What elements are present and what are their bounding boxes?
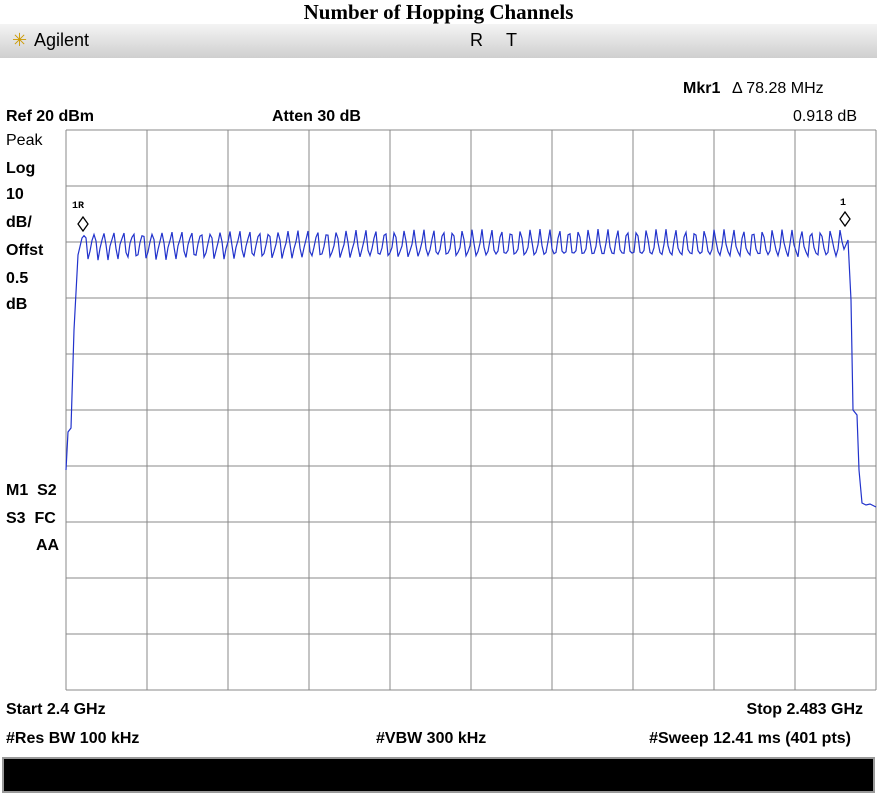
trace [65, 229, 877, 508]
status: R [470, 30, 483, 50]
marker-delta: Δ 78.28 MHz [732, 80, 824, 97]
status: T [506, 30, 517, 50]
side-label: 10 [6, 186, 24, 203]
side-status: M1 S2 [6, 482, 57, 499]
side-status: AA [36, 537, 60, 554]
logo: ✳ [12, 30, 28, 50]
side-label: Offst [6, 242, 44, 259]
side-label: 0.5 [6, 270, 29, 287]
grid [65, 129, 877, 691]
attenuation: Atten 30 dB [272, 108, 361, 125]
status-bar [2, 757, 875, 793]
marker-tag: 1R [72, 201, 84, 212]
rbw: #Res BW 100 kHz [6, 730, 140, 747]
marker-label: Mkr1 [683, 80, 721, 97]
marker-level: 0.918 dB [792, 108, 857, 125]
marker-diamond [77, 215, 89, 233]
brand: Agilent [34, 30, 90, 50]
side-label: dB/ [6, 214, 32, 231]
marker-diamond [839, 210, 851, 228]
header-bar: ✳ Agilent R T [0, 24, 877, 58]
side-status: S3 FC [6, 510, 56, 527]
side-label: dB [6, 296, 28, 313]
marker-tag: 1 [840, 198, 846, 209]
sweep: #Sweep 12.41 ms (401 pts) [649, 730, 851, 747]
side-label: Log [6, 160, 36, 177]
stop-freq: Stop 2.483 GHz [746, 701, 863, 718]
ref-level: Ref 20 dBm [6, 108, 95, 125]
vbw: #VBW 300 kHz [376, 730, 487, 747]
title: Number of Hopping Channels [303, 0, 574, 24]
side-label: Peak [6, 132, 43, 149]
start-freq: Start 2.4 GHz [6, 701, 106, 718]
